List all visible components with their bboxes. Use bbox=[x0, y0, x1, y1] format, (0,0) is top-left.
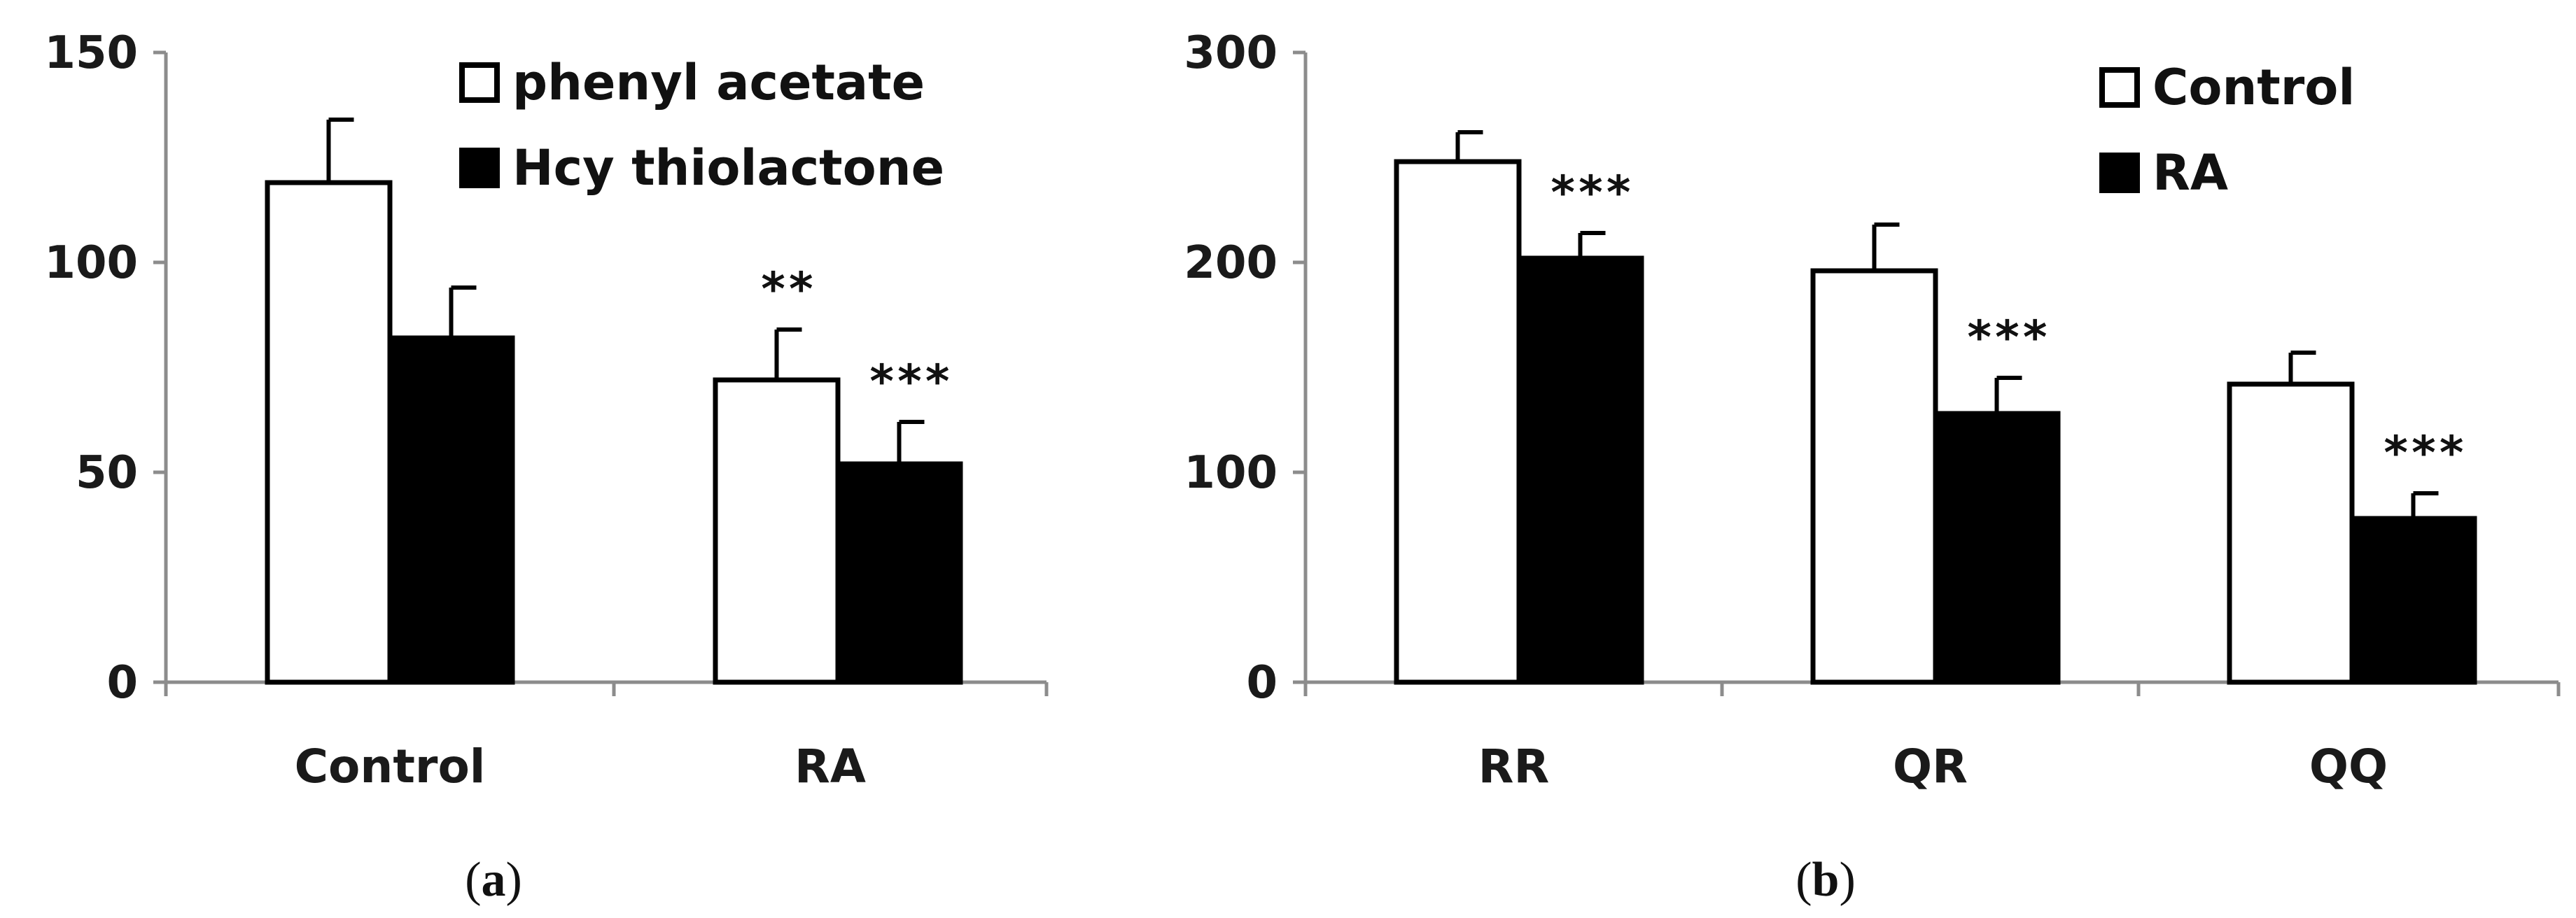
bar bbox=[265, 180, 393, 685]
panel-label-b: (b) bbox=[1795, 853, 1856, 907]
y-tick-label: 100 bbox=[1184, 447, 1278, 499]
y-tick-label: 200 bbox=[1184, 237, 1278, 289]
x-category-label: Control bbox=[295, 740, 486, 793]
y-tick-label: 50 bbox=[76, 447, 138, 499]
legend-label: phenyl acetate bbox=[512, 54, 925, 111]
y-tick-label: 0 bbox=[1246, 657, 1278, 709]
y-tick-label: 0 bbox=[106, 657, 138, 709]
panel-label-a: (a) bbox=[465, 853, 522, 907]
legend-label: Hcy thiolactone bbox=[512, 139, 944, 197]
significance-label: ** bbox=[760, 262, 815, 316]
bar bbox=[713, 377, 841, 685]
bar bbox=[1810, 268, 1938, 685]
legend-swatch bbox=[459, 148, 500, 188]
y-tick-label: 300 bbox=[1184, 27, 1278, 79]
bar bbox=[1933, 411, 2061, 685]
y-tick-label: 150 bbox=[44, 27, 138, 79]
legend-label: RA bbox=[2152, 144, 2228, 202]
legend-label: Control bbox=[2152, 59, 2355, 116]
bar bbox=[1394, 159, 1522, 685]
y-tick-label: 100 bbox=[44, 237, 138, 289]
significance-label: *** bbox=[2382, 426, 2465, 480]
x-category-label: RA bbox=[794, 740, 866, 793]
significance-label: *** bbox=[1966, 311, 2049, 365]
x-category-label: QR bbox=[1893, 740, 1968, 793]
legend-swatch bbox=[2099, 153, 2140, 193]
legend-swatch bbox=[459, 62, 500, 103]
legend-swatch bbox=[2099, 67, 2140, 108]
x-category-label: RR bbox=[1478, 740, 1550, 793]
significance-label: *** bbox=[1549, 166, 1632, 220]
bar bbox=[835, 461, 963, 685]
significance-label: *** bbox=[868, 355, 951, 409]
chart-panel-b: 0 100 200 300 RR QR QQ *** *** *** Control RA bbox=[1184, 27, 2561, 793]
bar bbox=[1516, 255, 1644, 685]
bar bbox=[2227, 381, 2355, 685]
bar bbox=[2349, 516, 2477, 685]
x-category-label: QQ bbox=[2309, 740, 2388, 793]
bar bbox=[387, 335, 515, 685]
